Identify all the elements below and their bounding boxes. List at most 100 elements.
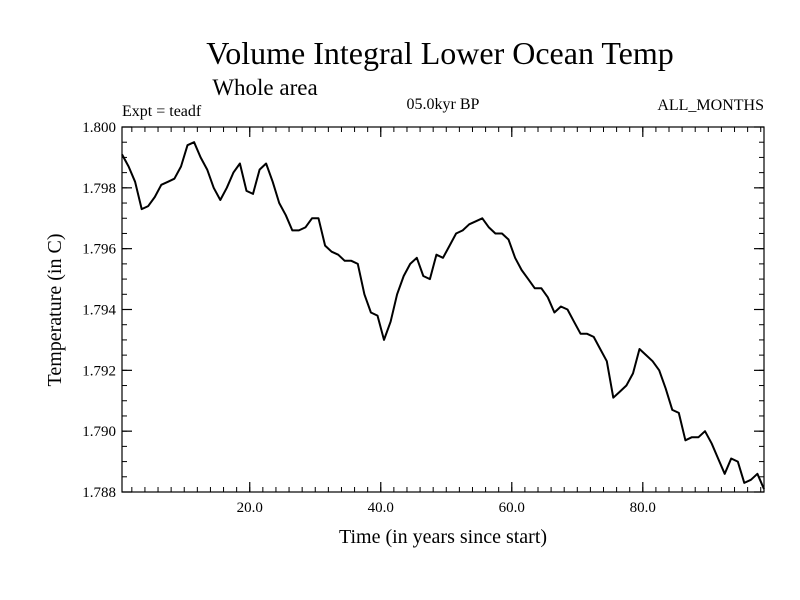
data-point [573,321,575,323]
data-point [180,166,182,168]
data-point [193,141,195,143]
data-point [187,144,189,146]
experiment-label: Expt = teadf [122,103,202,120]
data-point [370,312,372,314]
y-tick-label: 1.796 [82,242,116,258]
data-point [717,458,719,460]
data-point [711,442,713,444]
data-point [547,296,549,298]
data-point [350,260,352,262]
data-point [625,385,627,387]
data-point [409,263,411,265]
data-point [344,260,346,262]
data-point [141,208,143,210]
data-point [652,360,654,362]
data-point [435,254,437,256]
data-point [691,436,693,438]
data-point [593,336,595,338]
data-point [147,205,149,207]
data-point [514,257,516,259]
data-point [331,251,333,253]
data-point [285,214,287,216]
data-point [298,229,300,231]
data-point [337,254,339,256]
data-point [678,412,680,414]
data-point [737,461,739,463]
data-point [200,156,202,158]
data-point [232,172,234,174]
data-point [429,278,431,280]
data-point [619,391,621,393]
data-point [521,269,523,271]
data-point [704,430,706,432]
data-point [226,187,228,189]
data-point [219,199,221,201]
data-point [396,293,398,295]
data-point [730,458,732,460]
y-tick-label: 1.794 [82,303,116,319]
period-label: 05.0kyr BP [407,96,480,113]
x-tick-labels: 20.0 40.0 60.0 80.0 [237,500,656,516]
data-point [671,409,673,411]
y-tick-labels: 1.788 1.790 1.792 1.794 1.796 1.798 1.800 [82,120,116,501]
data-point [449,245,451,247]
data-point [272,181,274,183]
data-point [481,217,483,219]
data-point [265,163,267,165]
data-point [311,217,313,219]
data-point [763,488,765,490]
y-tick-label: 1.790 [82,424,116,440]
data-point [501,233,503,235]
data-point [455,233,457,235]
data-point [304,226,306,228]
data-point [645,354,647,356]
data-point [606,360,608,362]
data-point [259,169,261,171]
data-point [534,287,536,289]
data-point [154,196,156,198]
data-point [291,229,293,231]
y-axis-label: Temperature (in C) [44,234,66,387]
data-point [357,263,359,265]
data-point [612,397,614,399]
data-point [239,163,241,165]
data-point [488,226,490,228]
data-point [134,181,136,183]
x-axis-label: Time (in years since start) [339,526,547,548]
data-point [658,369,660,371]
data-point [599,348,601,350]
data-point [756,473,758,475]
data-point [494,233,496,235]
data-point [206,169,208,171]
data-point [527,278,529,280]
data-point [363,293,365,295]
chart-subtitle: Whole area [212,75,317,100]
data-point [475,220,477,222]
data-point [462,229,464,231]
data-point [390,321,392,323]
data-point [173,178,175,180]
data-point [442,257,444,259]
chart-title: Volume Integral Lower Ocean Temp [206,35,674,71]
x-tick-label: 60.0 [499,500,525,516]
y-tick-label: 1.788 [82,485,116,501]
y-tick-label: 1.798 [82,181,116,197]
data-point [422,275,424,277]
data-point [586,333,588,335]
data-point [252,193,254,195]
x-tick-label: 40.0 [368,500,394,516]
plot-frame [121,126,765,493]
data-point [383,339,385,341]
x-major-ticks [249,127,644,492]
data-point [540,287,542,289]
data-point [128,166,130,168]
x-tick-label: 80.0 [630,500,656,516]
data-point [213,187,215,189]
data-point [324,245,326,247]
temperature-series-line [121,141,765,490]
data-point [553,312,555,314]
data-point [377,315,379,317]
data-point [580,333,582,335]
data-point [416,257,418,259]
